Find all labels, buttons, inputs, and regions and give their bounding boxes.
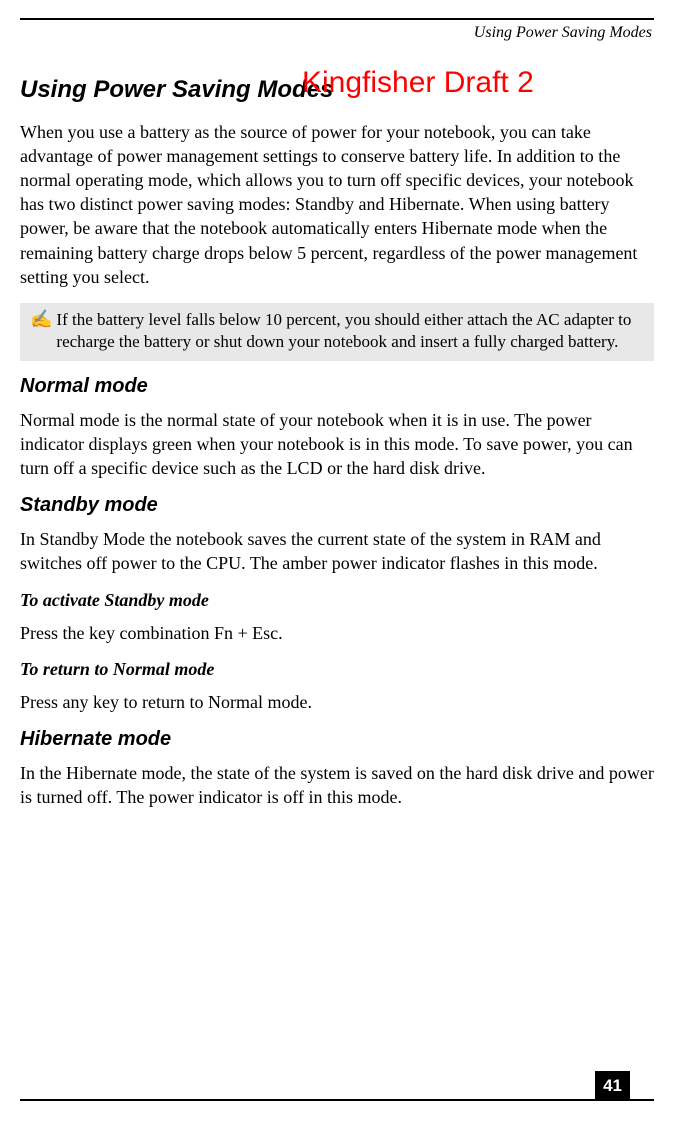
standby-mode-text: In Standby Mode the notebook saves the c… xyxy=(20,527,654,575)
footer: 41 xyxy=(20,1099,654,1101)
page: Using Power Saving Modes Using Power Sav… xyxy=(0,0,678,1127)
normal-mode-text: Normal mode is the normal state of your … xyxy=(20,408,654,480)
running-head: Using Power Saving Modes xyxy=(20,24,654,42)
heading-normal-mode: Normal mode xyxy=(20,375,654,398)
page-number: 41 xyxy=(595,1071,630,1101)
heading-standby-mode: Standby mode xyxy=(20,494,654,517)
watermark-text: Kingfisher Draft 2 xyxy=(302,66,534,100)
note-box: ✍ If the battery level falls below 10 pe… xyxy=(20,303,654,361)
pencil-icon: ✍ xyxy=(30,309,56,353)
heading-return-normal: To return to Normal mode xyxy=(20,659,654,680)
return-normal-text: Press any key to return to Normal mode. xyxy=(20,690,654,714)
hibernate-mode-text: In the Hibernate mode, the state of the … xyxy=(20,761,654,809)
activate-standby-text: Press the key combination Fn + Esc. xyxy=(20,621,654,645)
title-block: Using Power Saving Modes Kingfisher Draf… xyxy=(20,76,654,104)
top-rule xyxy=(20,18,654,20)
bottom-rule xyxy=(20,1099,654,1101)
heading-hibernate-mode: Hibernate mode xyxy=(20,728,654,751)
heading-activate-standby: To activate Standby mode xyxy=(20,590,654,611)
intro-paragraph: When you use a battery as the source of … xyxy=(20,120,654,289)
note-text: If the battery level falls below 10 perc… xyxy=(56,309,644,353)
